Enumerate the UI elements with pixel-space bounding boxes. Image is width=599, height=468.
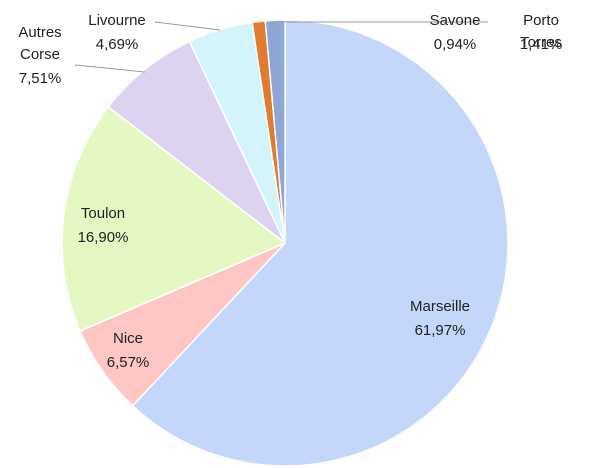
slice-label: Savone	[429, 12, 481, 29]
slice-label: Marseille	[409, 298, 471, 315]
value-label: 16,90%	[77, 229, 129, 246]
pie-slice	[61, 105, 287, 332]
value-label: 4,69%	[95, 36, 139, 53]
slice-label: Porto Torres	[520, 12, 562, 51]
leader-line	[74, 64, 146, 73]
value-label: 1,41%	[519, 36, 563, 53]
pie-slice	[131, 19, 509, 467]
slice-label: Autres Corse	[18, 24, 62, 63]
leader-line	[154, 21, 221, 31]
value-label: 6,57%	[106, 354, 150, 371]
value-label: 61,97%	[414, 322, 466, 339]
slice-label: Livourne	[88, 12, 146, 29]
value-label: 7,51%	[18, 70, 62, 87]
pie-slice	[264, 19, 286, 244]
slice-label: Toulon	[80, 205, 126, 222]
pie-slice	[107, 40, 286, 244]
slice-label: Nice	[112, 330, 144, 347]
value-label: 0,94%	[433, 36, 477, 53]
